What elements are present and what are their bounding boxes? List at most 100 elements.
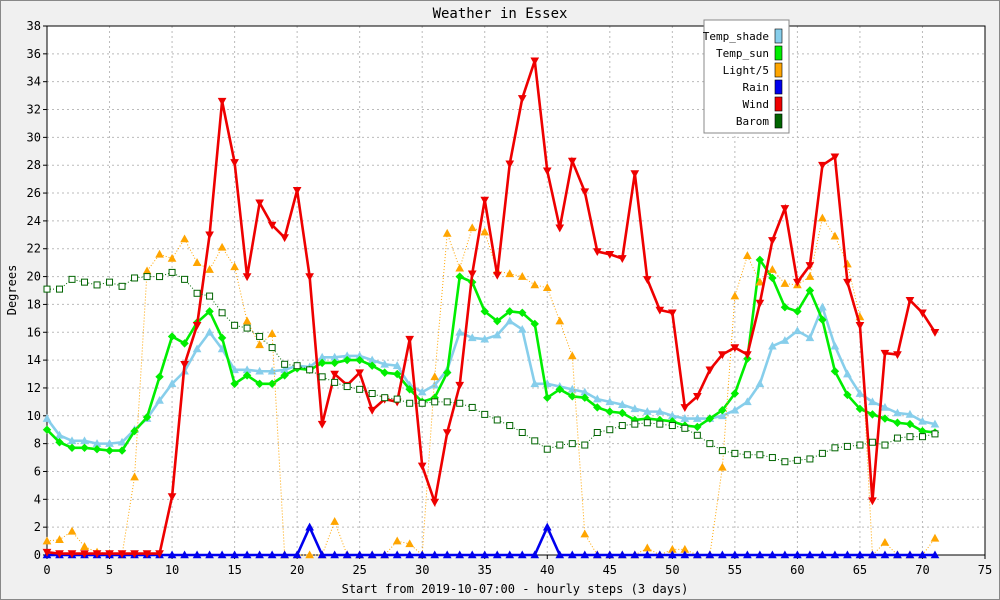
data-point xyxy=(106,278,114,286)
x-tick-label: 65 xyxy=(853,563,867,577)
data-point xyxy=(343,383,351,391)
data-point xyxy=(768,550,777,559)
data-point xyxy=(430,372,440,381)
data-point xyxy=(618,408,627,418)
data-point xyxy=(692,393,702,401)
data-point xyxy=(705,366,715,375)
data-point xyxy=(718,406,727,415)
y-tick-label: 4 xyxy=(34,492,41,506)
x-tick-label: 35 xyxy=(478,563,492,577)
data-point xyxy=(805,286,815,295)
data-point xyxy=(330,517,340,525)
data-point xyxy=(480,307,489,316)
data-point xyxy=(680,550,690,559)
data-point xyxy=(805,262,815,270)
data-point xyxy=(368,390,376,398)
data-point xyxy=(467,550,477,559)
series-line-temp-shade xyxy=(45,303,936,445)
data-point xyxy=(480,550,490,559)
data-point xyxy=(330,550,340,559)
data-point xyxy=(331,378,339,386)
data-point xyxy=(793,278,802,287)
series-wind xyxy=(42,57,940,559)
data-point xyxy=(480,334,490,343)
data-point xyxy=(918,433,926,441)
legend-label-wind: Wind xyxy=(743,98,770,111)
data-point xyxy=(230,365,239,374)
data-point xyxy=(631,420,639,428)
x-axis-label: Start from 2019-10-07:00 - hourly steps … xyxy=(342,582,689,596)
data-point xyxy=(881,441,889,449)
data-point xyxy=(67,550,77,559)
data-point xyxy=(242,316,252,325)
data-point xyxy=(605,550,615,559)
data-point xyxy=(305,522,314,531)
y-tick-label: 38 xyxy=(27,19,41,33)
data-point xyxy=(718,462,727,471)
data-point xyxy=(493,316,502,326)
data-point xyxy=(355,369,365,378)
data-point xyxy=(706,440,714,448)
data-point xyxy=(718,550,727,559)
data-point xyxy=(805,550,815,559)
data-point xyxy=(180,339,189,348)
data-point xyxy=(555,224,565,233)
data-point xyxy=(442,550,452,559)
data-point xyxy=(780,279,790,287)
data-point xyxy=(868,410,877,419)
data-point xyxy=(267,329,277,337)
x-tick-label: 5 xyxy=(106,563,113,577)
data-point xyxy=(130,426,139,436)
legend: Temp_shade Temp_sun Light/5 Rain Wind Barom xyxy=(703,19,790,134)
data-point xyxy=(517,95,527,103)
data-point xyxy=(192,258,202,266)
data-point xyxy=(730,344,740,353)
data-point xyxy=(67,443,77,453)
chart-title: Weather in Essex xyxy=(433,6,568,22)
data-point xyxy=(680,404,690,412)
data-point xyxy=(743,351,752,360)
data-point xyxy=(556,441,564,449)
data-point xyxy=(267,366,277,375)
data-point xyxy=(731,449,739,457)
data-point xyxy=(580,529,590,538)
data-point xyxy=(380,359,390,368)
data-point xyxy=(793,456,801,464)
series-barom xyxy=(43,268,939,466)
plot-area xyxy=(47,26,985,555)
data-point xyxy=(930,419,940,428)
data-point xyxy=(405,539,415,548)
data-point xyxy=(830,341,840,350)
y-tick-label: 2 xyxy=(34,520,41,534)
data-point xyxy=(818,550,827,559)
grid xyxy=(46,25,986,556)
data-point xyxy=(530,319,539,329)
data-point xyxy=(843,550,852,559)
data-point xyxy=(330,370,340,379)
data-point xyxy=(893,434,901,442)
data-point xyxy=(56,285,64,293)
data-point xyxy=(68,275,76,283)
data-point xyxy=(130,550,139,559)
data-point xyxy=(430,550,440,559)
data-point xyxy=(455,381,465,390)
data-point xyxy=(793,307,802,316)
data-point xyxy=(705,414,715,423)
data-point xyxy=(518,308,527,317)
legend-swatch-temp-shade xyxy=(774,28,783,44)
data-point xyxy=(592,550,602,559)
data-point xyxy=(855,322,865,330)
x-tick-label: 50 xyxy=(665,563,679,577)
data-point xyxy=(605,251,615,259)
data-point xyxy=(355,550,365,559)
data-point xyxy=(292,550,302,559)
data-point xyxy=(905,296,915,305)
data-point xyxy=(718,447,726,455)
data-point xyxy=(905,409,915,418)
data-point xyxy=(730,405,740,414)
data-point xyxy=(768,341,777,350)
data-point xyxy=(305,550,314,559)
data-point xyxy=(418,399,426,407)
data-point xyxy=(667,550,677,559)
data-point xyxy=(243,324,251,332)
